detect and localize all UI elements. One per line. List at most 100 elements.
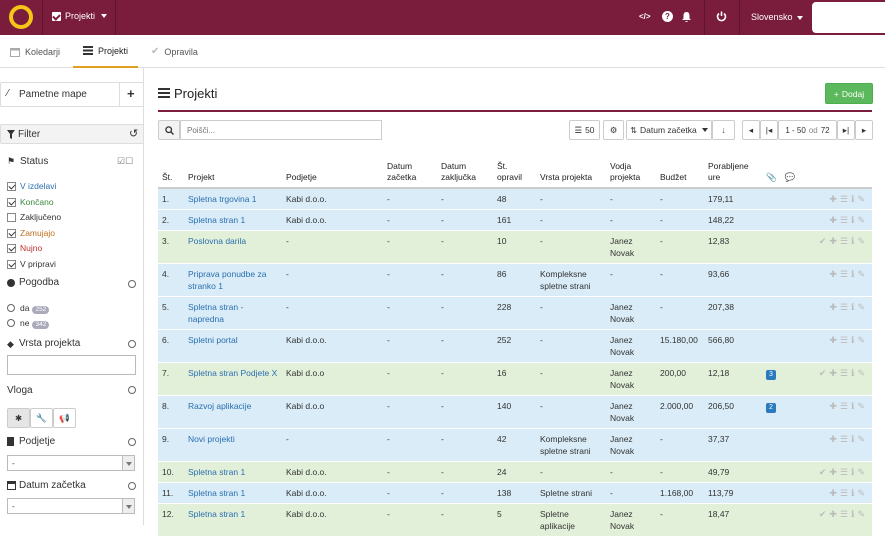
cell-attachments[interactable]	[762, 483, 781, 504]
list-icon[interactable]: ☰	[840, 368, 851, 378]
start-date-select[interactable]: -	[7, 498, 135, 514]
tab-opravila[interactable]: ✔ Opravila	[151, 35, 198, 68]
status-checkbox[interactable]	[7, 213, 16, 222]
pencil-icon[interactable]: ✎	[857, 215, 868, 225]
cell-project[interactable]: Spletna trgovina 1	[184, 188, 282, 210]
pencil-icon[interactable]: ✎	[857, 488, 868, 498]
project-link[interactable]: Spletna stran Podjete X	[188, 368, 277, 378]
pencil-icon[interactable]: ✎	[857, 269, 868, 279]
plus-icon[interactable]: ✚	[829, 215, 840, 225]
column-header[interactable]: Budžet	[656, 155, 704, 188]
cell-comments[interactable]	[781, 462, 800, 483]
table-row[interactable]: 3.Poslovna darila---10-Janez Novak-12,83…	[158, 231, 872, 264]
agreement-clear-radio[interactable]	[128, 280, 136, 288]
column-header[interactable]: Datum začetka	[383, 155, 437, 188]
cell-project[interactable]: Spletna stran - napredna	[184, 297, 282, 330]
cell-project[interactable]: Spletna stran 1	[184, 504, 282, 536]
help-icon[interactable]: ?	[662, 11, 673, 22]
search-button[interactable]	[158, 120, 180, 140]
pencil-icon[interactable]: ✎	[857, 335, 868, 345]
plus-icon[interactable]: ✚	[829, 335, 840, 345]
column-header[interactable]: Datum zaključka	[437, 155, 493, 188]
cell-comments[interactable]	[781, 231, 800, 264]
plus-icon[interactable]: ✚	[829, 236, 840, 246]
reset-icon[interactable]: ↺	[129, 127, 138, 140]
list-icon[interactable]: ☰	[840, 467, 851, 477]
project-link[interactable]: Spletna stran 1	[188, 509, 245, 519]
cell-attachments[interactable]: 2	[762, 396, 781, 429]
column-header[interactable]: Porabljene ure	[704, 155, 762, 188]
column-header[interactable]: Št.	[158, 155, 184, 188]
cell-comments[interactable]	[781, 483, 800, 504]
status-checkbox[interactable]	[7, 198, 16, 207]
top-search-input[interactable]	[812, 2, 885, 33]
sort-button[interactable]: ⇅Datum začetka	[626, 120, 712, 140]
role-radio[interactable]	[128, 386, 136, 394]
status-checkbox[interactable]	[7, 244, 16, 253]
cell-project[interactable]: Spletna stran 1	[184, 483, 282, 504]
company-radio[interactable]	[128, 438, 136, 446]
pencil-icon[interactable]: ✎	[857, 236, 868, 246]
cell-comments[interactable]	[781, 330, 800, 363]
check-icon[interactable]: ✔	[819, 236, 830, 246]
company-select[interactable]: -	[7, 455, 135, 471]
list-icon[interactable]: ☰	[840, 269, 851, 279]
cell-attachments[interactable]	[762, 297, 781, 330]
column-header[interactable]: Vrsta projekta	[536, 155, 606, 188]
page-size-button[interactable]: ☰50	[569, 120, 600, 140]
select-all-icon[interactable]: ☑☐	[117, 156, 133, 167]
prev-page-button[interactable]: ◂	[742, 120, 760, 140]
cell-attachments[interactable]	[762, 264, 781, 297]
plus-icon[interactable]: ✚	[829, 302, 840, 312]
start-date-radio[interactable]	[128, 482, 136, 490]
list-icon[interactable]: ☰	[840, 434, 851, 444]
project-link[interactable]: Novi projekti	[188, 434, 235, 444]
pencil-icon[interactable]: ✎	[857, 467, 868, 477]
table-row[interactable]: 5.Spletna stran - napredna---228-Janez N…	[158, 297, 872, 330]
plus-icon[interactable]: ✚	[829, 488, 840, 498]
check-icon[interactable]: ✔	[819, 368, 830, 378]
project-link[interactable]: Spletna stran 1	[188, 215, 245, 225]
cell-attachments[interactable]	[762, 188, 781, 210]
logo-icon[interactable]	[9, 5, 33, 29]
cell-attachments[interactable]	[762, 462, 781, 483]
role-manager-button[interactable]: 📢	[53, 408, 76, 428]
column-header[interactable]: Vodja projekta	[606, 155, 656, 188]
pencil-icon[interactable]: ✎	[857, 509, 868, 519]
role-all-button[interactable]: ✱	[7, 408, 30, 428]
cell-comments[interactable]	[781, 504, 800, 536]
cell-project[interactable]: Spletna stran 1	[184, 210, 282, 231]
pencil-icon[interactable]: ✎	[857, 194, 868, 204]
status-checkbox[interactable]	[7, 229, 16, 238]
pencil-icon[interactable]: ✎	[857, 302, 868, 312]
cell-project[interactable]: Poslovna darila	[184, 231, 282, 264]
language-menu[interactable]: Slovensko	[751, 12, 803, 22]
tab-koledarji[interactable]: Koledarji	[10, 35, 60, 68]
status-checkbox[interactable]	[7, 260, 16, 269]
project-link[interactable]: Spletna stran 1	[188, 488, 245, 498]
cell-attachments[interactable]	[762, 330, 781, 363]
cell-project[interactable]: Spletni portal	[184, 330, 282, 363]
role-worker-button[interactable]: 🔧	[30, 408, 53, 428]
list-icon[interactable]: ☰	[840, 194, 851, 204]
project-type-radio[interactable]	[128, 340, 136, 348]
add-icon[interactable]: +	[127, 86, 135, 101]
plus-icon[interactable]: ✚	[829, 401, 840, 411]
cell-comments[interactable]	[781, 210, 800, 231]
plus-icon[interactable]: ✚	[829, 434, 840, 444]
list-icon[interactable]: ☰	[840, 401, 851, 411]
cell-comments[interactable]	[781, 363, 800, 396]
last-page-button[interactable]: ▸|	[837, 120, 855, 140]
pencil-icon[interactable]: ✎	[857, 434, 868, 444]
column-header[interactable]: Podjetje	[282, 155, 383, 188]
plus-icon[interactable]: ✚	[829, 368, 840, 378]
plus-icon[interactable]: ✚	[829, 269, 840, 279]
first-page-button[interactable]: |◂	[760, 120, 778, 140]
status-checkbox[interactable]	[7, 182, 16, 191]
